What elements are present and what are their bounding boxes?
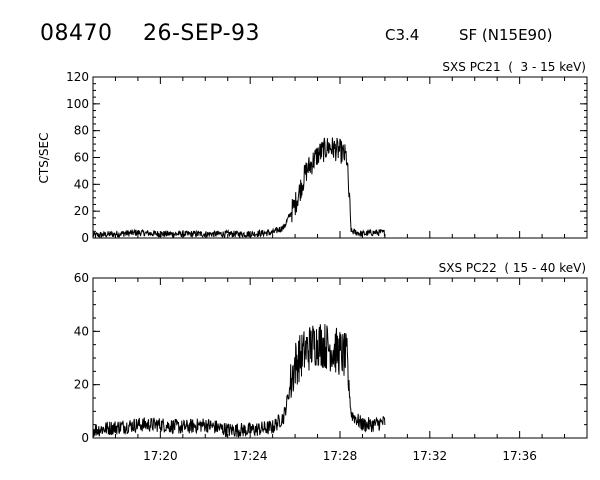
y-tick-label: 120 bbox=[66, 70, 89, 84]
panel-pc22: SXS PC22 ( 15 - 40 keV) 0 20 40 60 17:20 17:2… bbox=[74, 261, 588, 463]
y-tick-label: 40 bbox=[74, 177, 89, 191]
flare-info: SF (N15E90) bbox=[459, 26, 553, 44]
x-tick-label: 17:20 bbox=[143, 449, 178, 463]
panel-title-pc21: SXS PC21 ( 3 - 15 keV) bbox=[442, 60, 586, 74]
y-tick-label: 100 bbox=[66, 97, 89, 111]
event-id: 08470 bbox=[40, 21, 113, 46]
panel-title-pc22: SXS PC22 ( 15 - 40 keV) bbox=[439, 261, 586, 275]
x-tick-label: 17:28 bbox=[323, 449, 358, 463]
y-tick-label: 40 bbox=[74, 324, 89, 338]
y-tick-label: 0 bbox=[81, 431, 89, 445]
x-tick-label: 17:24 bbox=[233, 449, 268, 463]
y-axis-label: CTS/SEC bbox=[37, 133, 51, 184]
goes-class: C3.4 bbox=[385, 26, 419, 44]
y-tick-label: 60 bbox=[74, 151, 89, 165]
y-tick-label: 80 bbox=[74, 124, 89, 138]
x-tick-label: 17:32 bbox=[413, 449, 448, 463]
y-tick-label: 60 bbox=[74, 271, 89, 285]
panel-pc21: SXS PC21 ( 3 - 15 keV) CTS/SEC 0 20 40 60 80… bbox=[37, 60, 588, 245]
plot-frame bbox=[92, 277, 588, 439]
series-line bbox=[92, 137, 386, 239]
series-line bbox=[92, 324, 386, 438]
plot-frame bbox=[92, 76, 588, 239]
y-tick-label: 20 bbox=[74, 378, 89, 392]
x-tick-label: 17:36 bbox=[502, 449, 537, 463]
y-tick-label: 0 bbox=[81, 231, 89, 245]
event-date: 26-SEP-93 bbox=[143, 21, 260, 46]
y-tick-label: 20 bbox=[74, 204, 89, 218]
